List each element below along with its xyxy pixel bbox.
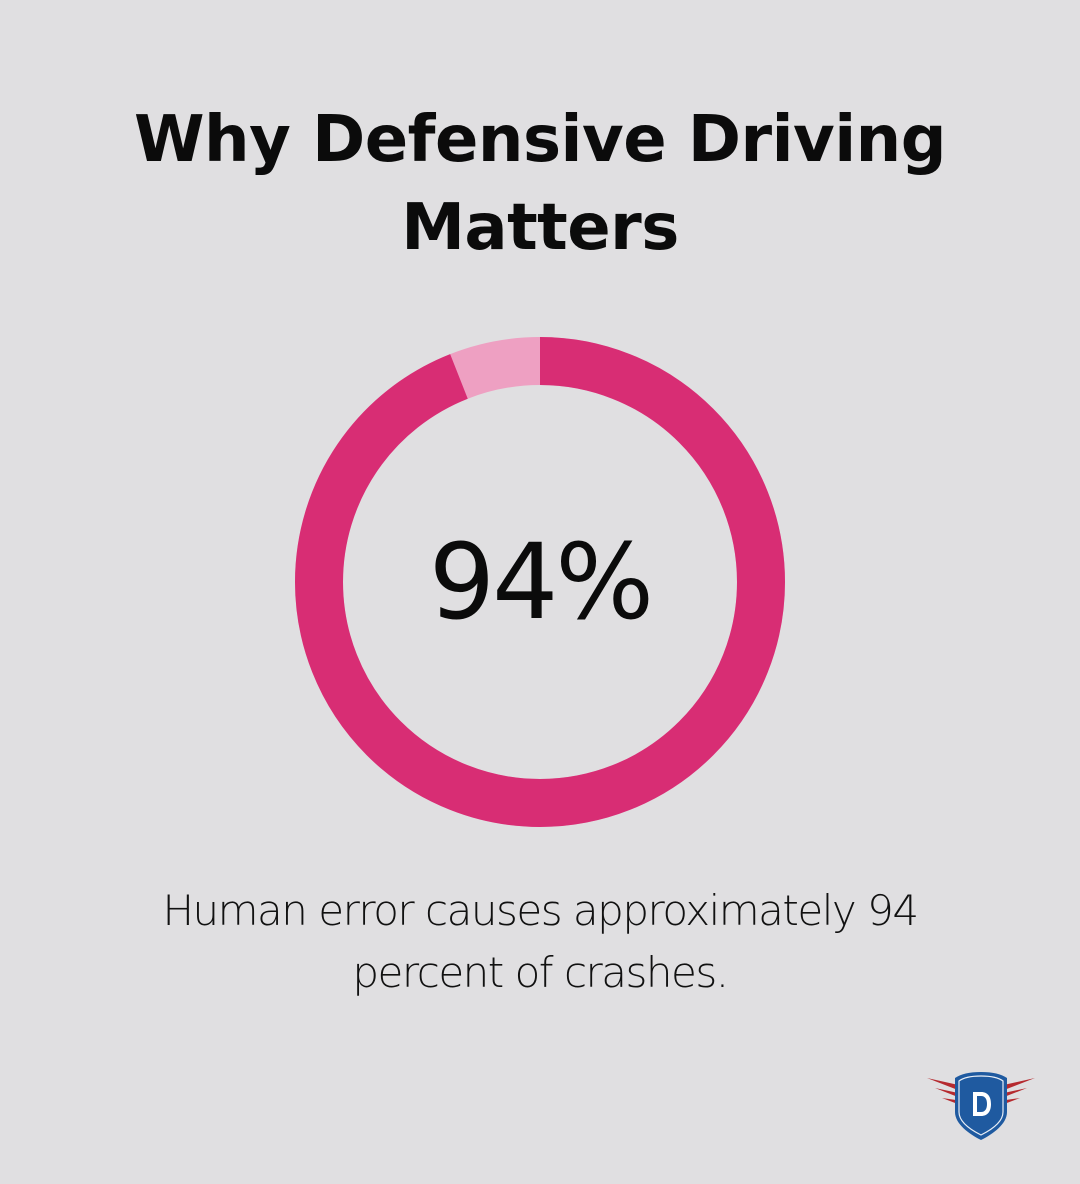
donut-chart xyxy=(295,337,785,827)
center-percentage: 94% xyxy=(428,521,654,643)
page-title: Why Defensive Driving Matters xyxy=(133,103,947,265)
donut-primary-segment xyxy=(295,337,785,827)
caption-text: Human error causes approximately 94 perc… xyxy=(162,886,919,997)
shield-wings-logo-icon xyxy=(927,1072,1035,1140)
